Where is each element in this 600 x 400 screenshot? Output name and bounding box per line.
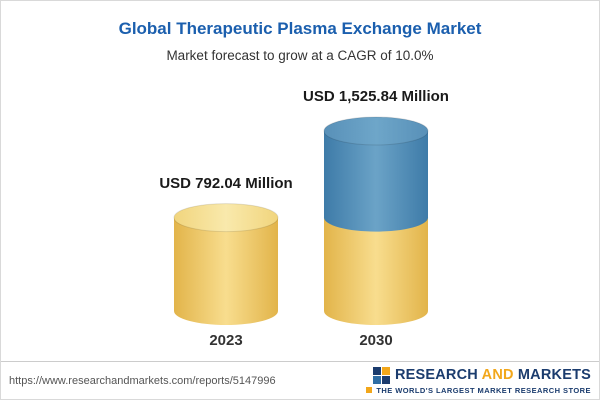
value-label-2023: USD 792.04 Million xyxy=(159,174,293,192)
tagline-text: THE WORLD'S LARGEST MARKET RESEARCH STOR… xyxy=(376,385,591,395)
brand-tagline: THE WORLD'S LARGEST MARKET RESEARCH STOR… xyxy=(366,386,591,395)
footer: https://www.researchandmarkets.com/repor… xyxy=(1,361,599,399)
brand-name: RESEARCH AND MARKETS xyxy=(395,367,591,383)
category-label-2023: 2023 xyxy=(209,332,243,349)
chart-subtitle: Market forecast to grow at a CAGR of 10.… xyxy=(166,48,434,63)
brand-logo-row: RESEARCH AND MARKETS xyxy=(372,366,591,384)
logo-graphic-icon xyxy=(372,366,390,384)
brand-word-markets: MARKETS xyxy=(517,367,591,383)
value-label-2030: USD 1,525.84 Million xyxy=(303,88,449,105)
chart-title: Global Therapeutic Plasma Exchange Marke… xyxy=(118,19,482,38)
category-label-2030: 2030 xyxy=(359,332,393,349)
cylinder-shapes xyxy=(173,116,429,325)
tagline-square-icon xyxy=(366,387,373,393)
report-url-link[interactable]: https://www.researchandmarkets.com/repor… xyxy=(9,374,276,387)
brand-word-and: AND xyxy=(481,367,514,383)
brand-logo: RESEARCH AND MARKETS THE WORLD'S LARGEST… xyxy=(366,366,591,395)
brand-word-research: RESEARCH xyxy=(394,367,478,383)
